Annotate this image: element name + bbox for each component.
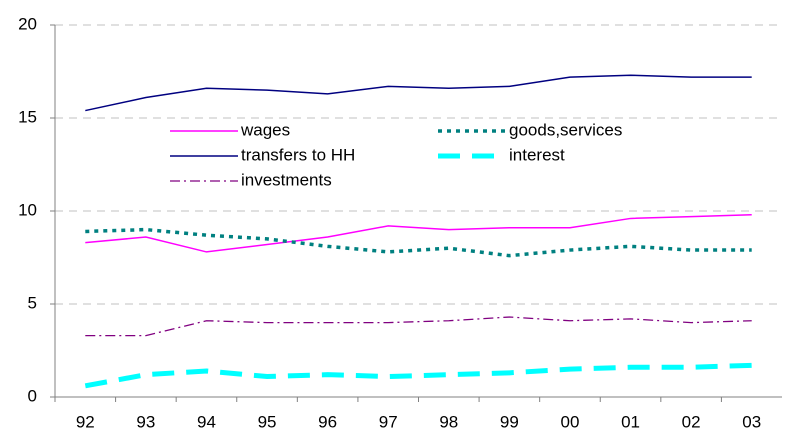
series-line <box>85 213 752 253</box>
x-tick-label: 99 <box>500 412 519 431</box>
legend-label: goods,services <box>509 120 622 139</box>
x-tick-label: 95 <box>258 412 277 431</box>
y-tick-label: 5 <box>28 293 37 312</box>
x-tick-label: 97 <box>379 412 398 431</box>
series-line <box>85 74 752 112</box>
series-line <box>85 316 752 337</box>
legend-label: investments <box>241 170 332 189</box>
y-tick-label: 10 <box>18 200 37 219</box>
y-tick-label: 15 <box>18 107 37 126</box>
legend-label: transfers to HH <box>241 145 355 164</box>
x-tick-label: 98 <box>439 412 458 431</box>
legend-label: wages <box>240 120 290 139</box>
x-tick-label: 03 <box>742 412 761 431</box>
x-tick-label: 00 <box>560 412 579 431</box>
y-tick-label: 20 <box>18 14 37 33</box>
x-tick-label: 01 <box>621 412 640 431</box>
y-tick-label: 0 <box>28 386 37 405</box>
series-line <box>84 362 752 389</box>
x-tick-label: 02 <box>682 412 701 431</box>
x-tick-label: 92 <box>76 412 95 431</box>
series-line <box>85 227 752 258</box>
x-tick-label: 96 <box>318 412 337 431</box>
legend-label: interest <box>509 145 565 164</box>
x-tick-label: 93 <box>136 412 155 431</box>
x-tick-label: 94 <box>197 412 216 431</box>
